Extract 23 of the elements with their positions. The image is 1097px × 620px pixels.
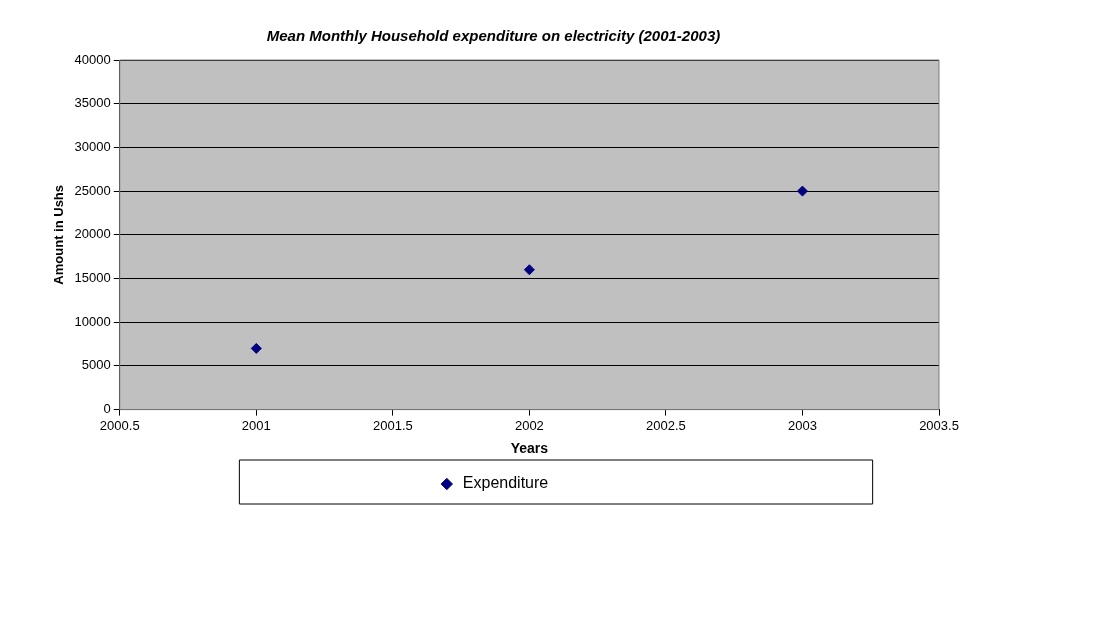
x-tick-label: 2001 (241, 417, 271, 433)
x-tick-label: 2003 (788, 417, 817, 433)
chart-title: Mean Monthly Household expenditure on electricity (2001-2003) (266, 27, 721, 45)
y-axis-title: Amount in Ushs (51, 184, 67, 285)
y-tick-label: 30000 (74, 138, 111, 154)
legend-label: Expenditure (462, 474, 549, 492)
x-tick-label: 2000.5 (99, 417, 140, 433)
x-tick-label: 2002.5 (646, 417, 686, 433)
point (250, 342, 262, 354)
x-tick-label: 2002 (514, 417, 544, 433)
x-tick-label: 2001.5 (372, 417, 413, 433)
y-tick-label: 0 (103, 401, 111, 417)
point (523, 264, 535, 276)
x-tick-label: 2003.5 (919, 417, 959, 433)
y-tick-label: 15000 (74, 270, 111, 286)
y-tick-label: 10000 (74, 313, 111, 329)
y-tick-label: 5000 (81, 357, 111, 373)
point (796, 185, 808, 197)
y-tick-label: 40000 (74, 51, 111, 67)
y-tick-label: 25000 (74, 182, 111, 198)
x-axis-title: Years (510, 440, 549, 457)
y-tick-label: 20000 (74, 226, 111, 242)
y-tick-label: 35000 (74, 95, 111, 111)
